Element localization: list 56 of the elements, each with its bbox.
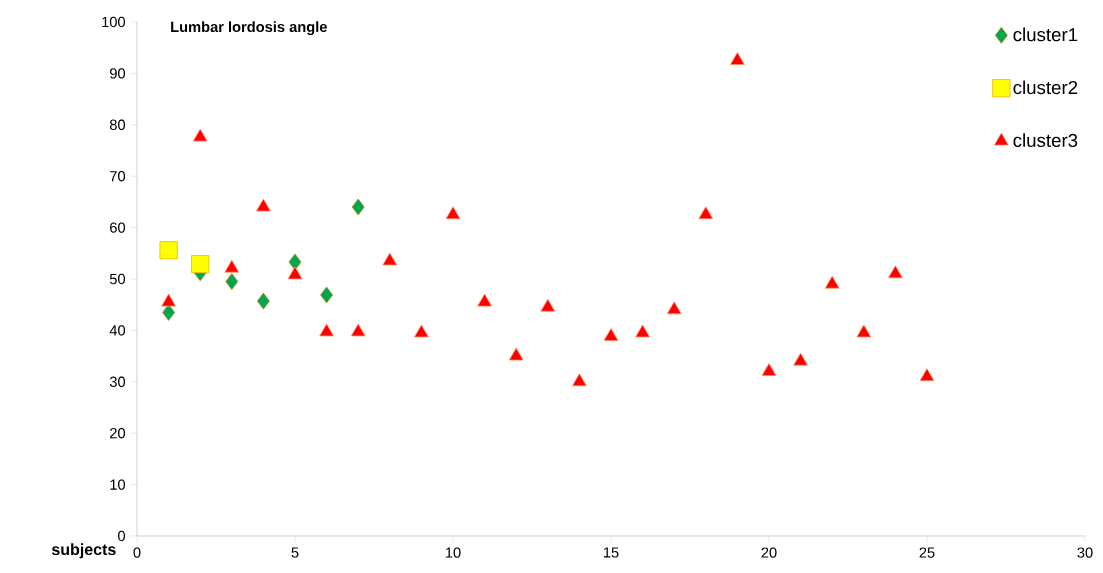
point (730, 52, 745, 65)
x-tick-label: 25 (919, 547, 935, 558)
chart-title: Lumbar lordosis angle (171, 21, 327, 36)
point (288, 253, 302, 271)
point (351, 198, 365, 216)
point (793, 352, 808, 366)
x-tick-label: 30 (1077, 547, 1093, 558)
point (572, 373, 587, 387)
x-tick-label: 20 (761, 547, 777, 558)
point (761, 363, 777, 376)
point (161, 293, 176, 307)
point (508, 347, 524, 361)
point (159, 241, 178, 260)
point (635, 324, 650, 338)
point (191, 255, 210, 274)
y-tick-label: 80 (109, 119, 126, 130)
y-tick-label: 40 (109, 325, 126, 336)
point (382, 252, 398, 266)
x-tick-label: 0 (133, 547, 141, 558)
x-tick-label: 5 (291, 547, 299, 558)
x-tick-label: 15 (603, 547, 619, 558)
point (445, 206, 461, 220)
y-tick-label: 10 (110, 479, 126, 490)
point (824, 275, 840, 289)
y-tick-label: 100 (102, 16, 126, 28)
y-tick-label: 30 (109, 376, 126, 387)
point (319, 323, 334, 337)
point (603, 328, 619, 341)
point (856, 324, 872, 338)
point (162, 304, 176, 321)
y-tick-label: 0 (118, 530, 126, 542)
point (287, 266, 303, 280)
point (888, 265, 903, 279)
point (192, 128, 208, 142)
x-tick-label: 10 (445, 547, 461, 558)
point (256, 198, 271, 212)
point (225, 273, 239, 290)
legend-label: cluster2 (1013, 80, 1078, 95)
point (257, 292, 270, 310)
y-tick-label: 90 (110, 68, 126, 79)
point (224, 259, 240, 273)
point (320, 286, 334, 304)
y-tick-label: 20 (110, 428, 126, 439)
legend-label: cluster3 (1013, 133, 1078, 148)
point (919, 368, 935, 382)
point (414, 324, 429, 338)
point (698, 206, 714, 220)
legend-label: cluster1 (1013, 27, 1078, 42)
y-tick-label: 60 (110, 222, 126, 233)
point (477, 293, 492, 307)
point (540, 298, 556, 312)
point (350, 323, 366, 337)
y-tick-label: 50 (109, 273, 126, 285)
x-axis-title: subjects (51, 543, 116, 559)
point (666, 301, 682, 315)
y-tick-label: 70 (110, 171, 126, 182)
